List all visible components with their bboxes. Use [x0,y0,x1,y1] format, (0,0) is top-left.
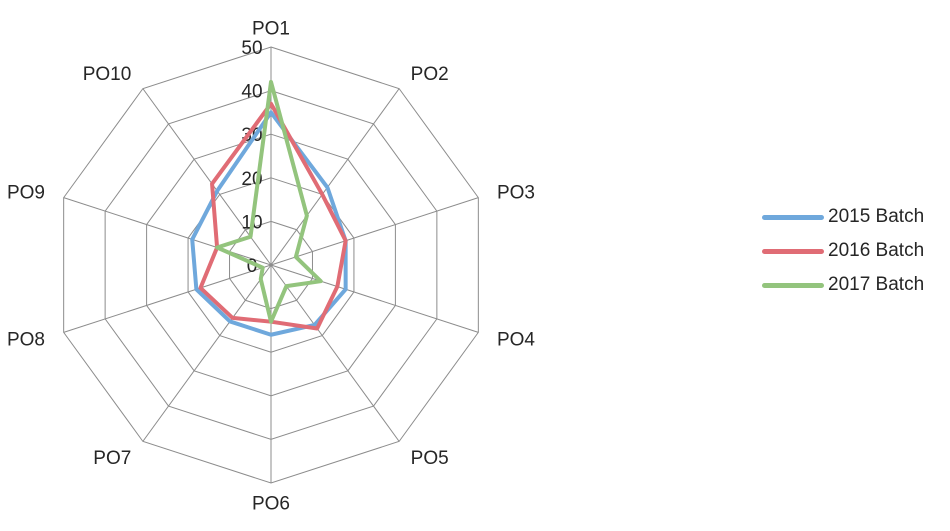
legend-label-2017: 2017 Batch [828,274,925,295]
series-line-2017-batch [215,79,323,324]
category-label-po7: PO7 [93,448,131,469]
spoke-po9 [63,197,272,266]
spoke-po4 [270,264,479,333]
legend-label-2015: 2015 Batch [828,206,925,227]
r-tick-label-50: 50 [241,38,262,59]
legend-swatch-2017 [762,282,824,288]
category-label-po8: PO8 [7,329,45,350]
series-line-2015-batch [190,110,348,337]
legend-swatch-2016 [762,248,824,254]
grid-layer [63,46,479,484]
category-label-po5: PO5 [411,448,449,469]
legend-item-2016: 2016 Batch [762,234,924,268]
legend-item-2015: 2015 Batch [762,200,924,234]
category-label-po4: PO4 [497,329,535,350]
category-label-po9: PO9 [7,183,45,204]
category-label-layer: PO1 PO2 PO3 PO4 PO5 PO6 PO7 PO8 PO9 PO10 [7,18,535,514]
legend-item-2017: 2017 Batch [762,268,924,302]
category-label-po3: PO3 [497,183,535,204]
legend-label-2016: 2016 Batch [828,240,925,261]
category-label-po1: PO1 [252,18,290,39]
category-label-po2: PO2 [411,64,449,85]
spoke-po3 [270,197,479,266]
spoke-po8 [63,264,272,333]
r-tick-label-40: 40 [241,82,262,103]
category-label-po6: PO6 [252,494,290,515]
spoke-po5 [270,264,400,442]
legend-swatch-2015 [762,214,824,220]
spoke-po2 [270,88,400,266]
r-tick-label-0: 0 [247,256,258,277]
series-line-2016-batch [198,101,348,331]
spoke-po7 [142,264,272,442]
category-label-po10: PO10 [83,64,132,85]
series-layer [190,79,348,337]
legend: 2015 Batch 2016 Batch 2017 Batch [762,200,924,302]
